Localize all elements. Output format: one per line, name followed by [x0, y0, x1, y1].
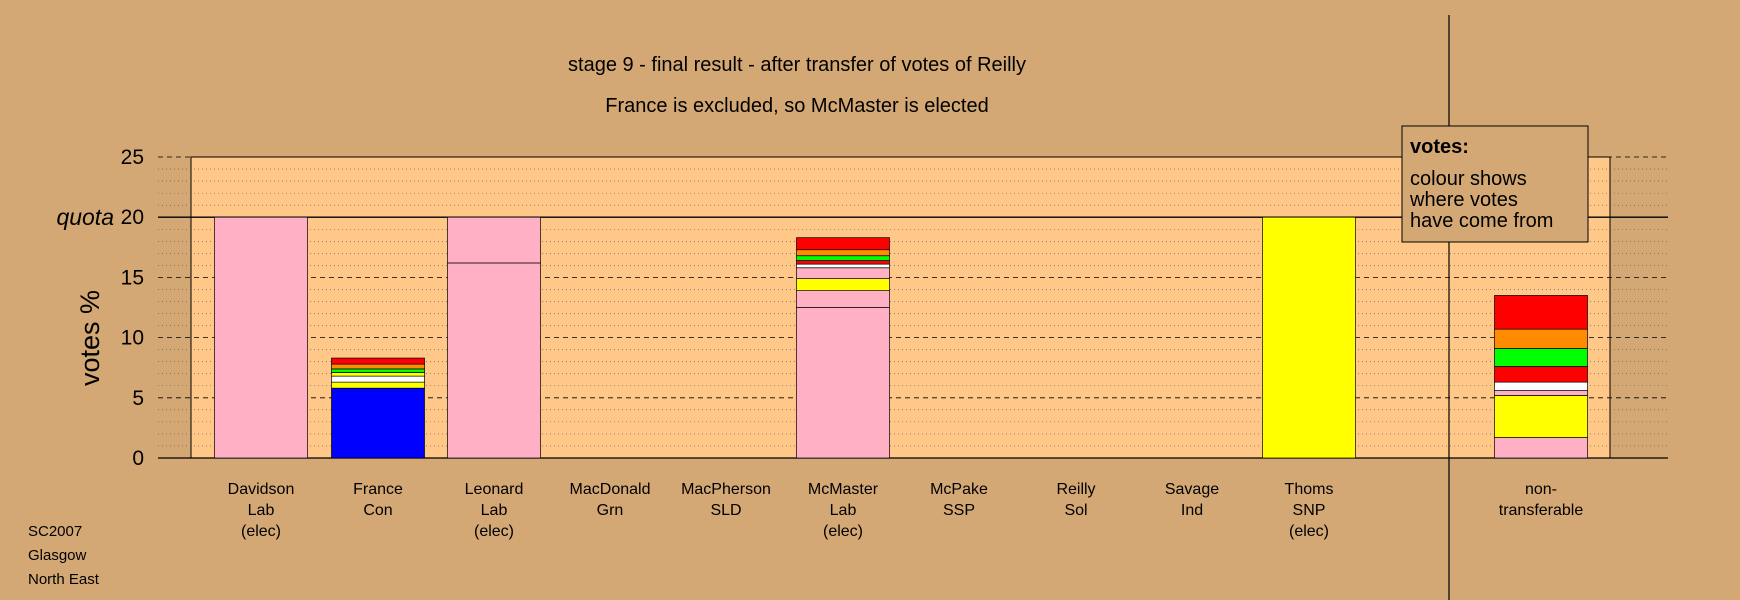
x-tick-label: MacPherson [681, 481, 771, 498]
bar-segment [1494, 348, 1588, 367]
bar-segment [796, 267, 890, 279]
legend-line: have come from [1410, 210, 1553, 232]
quota-label: quota [56, 204, 114, 230]
bar-segment [1494, 366, 1588, 383]
bar-segment [331, 387, 425, 459]
x-tick-label: France [353, 481, 403, 498]
x-tick-label: McMaster [808, 481, 879, 498]
y-tick-label: 20 [121, 206, 144, 229]
y-axis: 0 5 10 15 20 25 quota [56, 146, 144, 470]
y-tick-label: 15 [121, 266, 144, 289]
x-tick-label: SLD [710, 502, 741, 519]
bar-segment [1494, 295, 1588, 330]
bar-segment [796, 263, 890, 269]
x-tick-label: Thoms [1285, 481, 1334, 498]
x-tick-label: Sol [1064, 502, 1087, 519]
x-tick-label: transferable [1499, 502, 1584, 519]
x-tick-label: non- [1525, 481, 1557, 498]
bar-segment [331, 372, 425, 377]
y-tick-label: 25 [121, 146, 144, 169]
x-tick-label: Lab [481, 502, 508, 519]
bar-segment [796, 307, 890, 459]
bars [214, 216, 1588, 459]
bar-segment [796, 290, 890, 308]
x-tick-label: (elec) [1289, 523, 1329, 540]
x-tick-label: (elec) [823, 523, 863, 540]
x-tick-label: Grn [597, 502, 624, 519]
legend-line: where votes [1409, 189, 1518, 211]
x-tick-label: Savage [1165, 481, 1219, 498]
bar-segment [796, 249, 890, 257]
x-tick-label: MacDonald [570, 481, 651, 498]
bar-segment [447, 262, 541, 459]
x-tick-label: Con [363, 502, 392, 519]
bar-segment [796, 260, 890, 265]
legend-frame [1401, 125, 1589, 243]
plot-area [190, 156, 1611, 459]
x-tick-label: Lab [830, 502, 857, 519]
bar-segment [1494, 390, 1588, 396]
legend-line: colour shows [1410, 168, 1527, 190]
y-tick-label: 0 [132, 447, 144, 470]
y-tick-label: 10 [121, 327, 144, 350]
y-tick-label: 5 [132, 387, 144, 410]
x-tick-label: Reilly [1056, 481, 1095, 498]
x-tick-label: Davidson [228, 481, 295, 498]
bar-segment [796, 255, 890, 261]
bar-segment [331, 375, 425, 383]
x-labels: Davidson Lab (elec) France Con Leonard Lab (ele… [228, 481, 1584, 540]
legend-box: votes: colour shows where votes have com… [1401, 125, 1589, 243]
x-tick-label: McPake [930, 481, 988, 498]
x-tick-label: (elec) [474, 523, 514, 540]
bar-segment [214, 216, 308, 459]
bar-segment [1494, 437, 1588, 459]
x-tick-label: Leonard [465, 481, 524, 498]
x-tick-label: Lab [248, 502, 275, 519]
legend-title: votes: [1410, 136, 1469, 158]
bar-segment [331, 363, 425, 370]
x-tick-label: SNP [1293, 502, 1326, 519]
bar-segment [331, 368, 425, 373]
y-axis-label: votes % [75, 290, 105, 386]
footer-line: North East [28, 571, 100, 588]
x-tick-label: SSP [943, 502, 975, 519]
bar-segment [796, 237, 890, 251]
bar-segment [447, 216, 541, 264]
footer-line: Glasgow [28, 547, 87, 564]
chart-title: stage 9 - final result - after transfer … [568, 54, 1026, 76]
chart-subtitle: France is excluded, so McMaster is elect… [605, 95, 989, 117]
bar-segment [1494, 381, 1588, 391]
x-tick-label: Ind [1181, 502, 1203, 519]
footer-note: SC2007 Glasgow North East [28, 523, 100, 588]
bar-segment [331, 357, 425, 365]
x-tick-label: (elec) [241, 523, 281, 540]
bar-segment [331, 381, 425, 389]
bar-segment [796, 278, 890, 291]
bar-segment [1494, 395, 1588, 438]
bar-segment [1494, 328, 1588, 349]
footer-line: SC2007 [28, 523, 82, 540]
bar-segment [1262, 216, 1356, 459]
